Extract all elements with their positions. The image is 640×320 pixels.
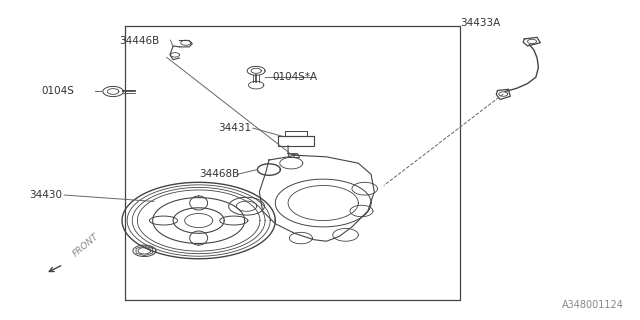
Text: 0104S: 0104S — [41, 86, 74, 97]
Text: A348001124: A348001124 — [561, 300, 623, 310]
Text: FRONT: FRONT — [71, 232, 100, 259]
Text: 0104S*A: 0104S*A — [272, 72, 317, 82]
Text: 34431: 34431 — [218, 123, 251, 133]
Text: 34468B: 34468B — [198, 169, 239, 179]
Text: 34433A: 34433A — [461, 18, 500, 28]
Text: 34430: 34430 — [29, 190, 63, 200]
Text: 34446B: 34446B — [119, 36, 159, 45]
